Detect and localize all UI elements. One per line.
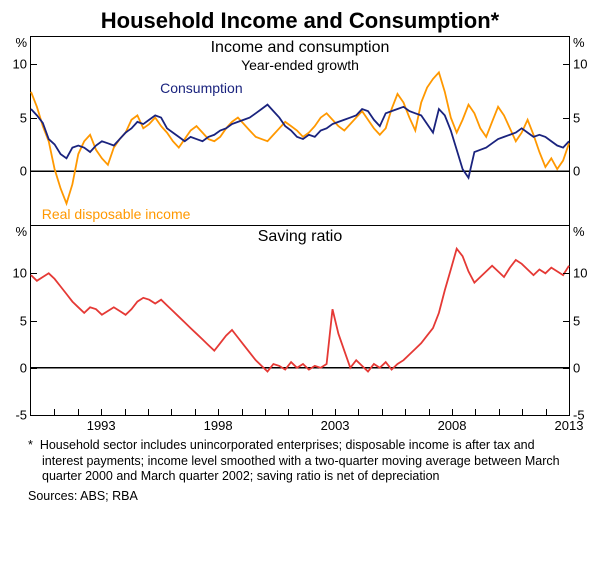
y-unit-right-bottom: % [569, 224, 585, 239]
xtick-2003: 2003 [321, 415, 350, 433]
sources-label: Sources: [28, 489, 77, 503]
footnote-marker: * [28, 438, 33, 452]
footnote: * Household sector includes unincorporat… [12, 438, 588, 485]
ytick-top-left-0: 0 [0, 164, 31, 179]
footnote-text: Household sector includes unincorporated… [40, 438, 560, 483]
sources-text: ABS; RBA [80, 489, 138, 503]
label-income: Real disposable income [42, 206, 191, 222]
ytick-bot-right-10: 10 [569, 266, 587, 281]
ytick-top-right-0: 0 [569, 164, 580, 179]
y-unit-left-top: % [15, 35, 31, 50]
panel-saving-ratio: % % Saving ratio -5-500551010 [31, 226, 569, 415]
series-saving [31, 249, 569, 372]
panel-income-consumption: % % Income and consumption Year-ended gr… [31, 37, 569, 226]
ytick-bot-right-0: 0 [569, 360, 580, 375]
plot-area: % % Income and consumption Year-ended gr… [30, 36, 570, 416]
series-consumption [31, 105, 569, 178]
xtick-1993: 1993 [87, 415, 116, 433]
ytick-top-right-5: 5 [569, 110, 580, 125]
chart-title: Household Income and Consumption* [12, 8, 588, 34]
ytick-top-left-10: 10 [0, 56, 31, 71]
y-unit-right-top: % [569, 35, 585, 50]
ytick-bot-left-5: 5 [0, 313, 31, 328]
xtick-2008: 2008 [438, 415, 467, 433]
sources: Sources: ABS; RBA [12, 489, 588, 503]
ytick-top-left-5: 5 [0, 110, 31, 125]
label-consumption: Consumption [160, 80, 243, 96]
ytick-bot-left-0: 0 [0, 360, 31, 375]
ytick-bot-left-10: 10 [0, 266, 31, 281]
panel-top-svg [31, 37, 569, 225]
panel-bottom-svg [31, 226, 569, 415]
xtick-2013: 2013 [555, 415, 584, 433]
xtick-1998: 1998 [204, 415, 233, 433]
ytick-bot-left--5: -5 [0, 408, 31, 423]
chart-container: Household Income and Consumption* % % In… [0, 0, 600, 563]
ytick-top-right-10: 10 [569, 56, 587, 71]
ytick-bot-right-5: 5 [569, 313, 580, 328]
y-unit-left-bottom: % [15, 224, 31, 239]
